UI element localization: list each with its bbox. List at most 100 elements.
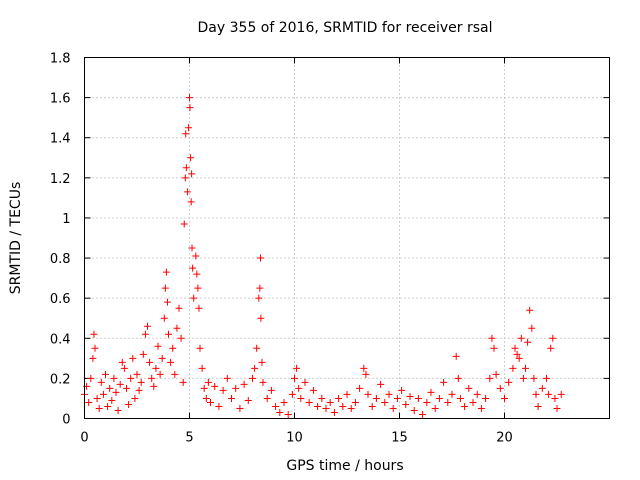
data-point xyxy=(89,354,97,362)
data-point xyxy=(305,398,313,406)
data-point xyxy=(381,398,389,406)
data-point xyxy=(524,338,532,346)
data-point xyxy=(398,386,406,394)
data-point xyxy=(137,378,145,386)
data-point xyxy=(171,370,179,378)
data-point xyxy=(431,404,439,412)
data-point xyxy=(236,404,244,412)
data-point xyxy=(513,350,521,358)
data-point xyxy=(522,364,529,372)
data-point xyxy=(314,402,322,410)
data-point xyxy=(204,378,212,386)
data-point xyxy=(509,364,517,372)
chart-title: Day 355 of 2016, SRMTID for receiver rsa… xyxy=(198,20,493,36)
data-point xyxy=(85,398,93,406)
data-point xyxy=(368,402,376,410)
data-point xyxy=(161,284,169,292)
data-point xyxy=(551,394,559,402)
data-point xyxy=(427,388,435,396)
x-tick-label: 10 xyxy=(286,431,303,446)
data-point xyxy=(165,330,172,338)
data-point xyxy=(501,394,508,402)
data-point xyxy=(335,394,343,402)
data-point xyxy=(196,344,204,352)
data-point xyxy=(256,284,264,292)
data-point xyxy=(182,164,190,172)
data-point xyxy=(93,394,101,402)
data-point xyxy=(486,374,494,382)
data-point xyxy=(482,394,490,402)
data-point xyxy=(255,294,263,302)
data-point xyxy=(116,380,124,388)
data-point xyxy=(181,174,189,182)
data-point xyxy=(144,322,151,330)
x-tick-label: 5 xyxy=(185,431,193,446)
data-point xyxy=(193,270,201,278)
data-point xyxy=(295,384,303,392)
data-point xyxy=(339,402,347,410)
data-point xyxy=(515,354,523,362)
data-point xyxy=(360,364,368,372)
data-point xyxy=(530,374,538,382)
data-point xyxy=(150,382,158,390)
data-point xyxy=(133,370,141,378)
y-tick-label: 0 xyxy=(62,413,70,428)
data-point xyxy=(543,374,550,382)
data-point xyxy=(553,404,561,412)
data-point xyxy=(440,378,448,386)
y-tick-label: 1.8 xyxy=(50,52,71,67)
data-point xyxy=(141,330,149,338)
data-point xyxy=(326,398,334,406)
data-point xyxy=(272,402,280,410)
data-point xyxy=(347,404,355,412)
data-point xyxy=(258,358,266,366)
data-point xyxy=(249,374,256,382)
data-point xyxy=(257,314,265,322)
data-point xyxy=(156,370,164,378)
data-point xyxy=(183,188,191,196)
data-point xyxy=(549,334,557,342)
data-point xyxy=(448,390,456,398)
data-point xyxy=(187,154,195,162)
data-point xyxy=(259,378,267,386)
data-point xyxy=(202,394,210,402)
data-point xyxy=(419,410,427,418)
data-point xyxy=(406,392,414,400)
data-point xyxy=(496,384,504,392)
data-point xyxy=(232,384,240,392)
data-point xyxy=(97,378,105,386)
data-point xyxy=(175,304,183,312)
data-point xyxy=(293,364,301,372)
data-point xyxy=(251,364,259,372)
data-point xyxy=(526,306,534,314)
data-point xyxy=(301,378,309,386)
data-point xyxy=(160,314,168,322)
data-point xyxy=(547,344,555,352)
data-point xyxy=(240,380,248,388)
data-point xyxy=(534,402,542,410)
data-point xyxy=(182,130,190,138)
data-point xyxy=(528,324,536,332)
data-point xyxy=(364,390,372,398)
data-point xyxy=(477,404,485,412)
data-point xyxy=(402,400,410,408)
data-point xyxy=(135,386,143,394)
data-point xyxy=(154,342,162,350)
data-point xyxy=(169,344,177,352)
data-point xyxy=(189,264,197,272)
data-point xyxy=(87,374,95,382)
data-point xyxy=(423,398,431,406)
y-tick-label: 0.2 xyxy=(50,372,71,387)
x-tick-label: 0 xyxy=(80,431,88,446)
data-point xyxy=(288,390,296,398)
data-point xyxy=(131,394,139,402)
data-point xyxy=(152,364,160,372)
data-point xyxy=(389,404,397,412)
data-point xyxy=(148,374,156,382)
data-point xyxy=(162,268,170,276)
data-point xyxy=(91,344,99,352)
data-point xyxy=(106,384,114,392)
data-point xyxy=(186,104,194,112)
data-points xyxy=(81,94,565,418)
data-point xyxy=(118,358,126,366)
